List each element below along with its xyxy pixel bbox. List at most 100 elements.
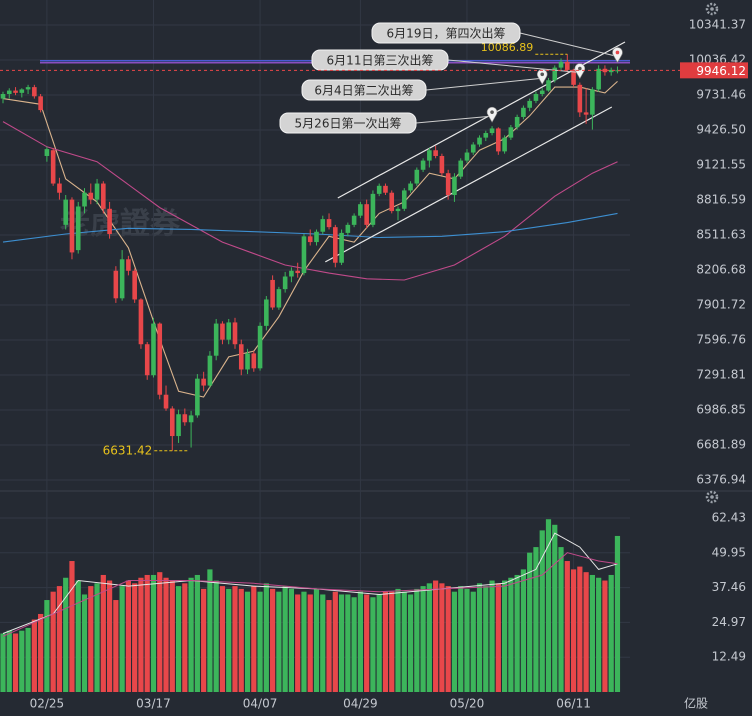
candle-body: [57, 183, 62, 193]
volume-bar: [495, 583, 501, 692]
volume-bar: [201, 588, 207, 692]
candle-body: [383, 185, 388, 193]
y2-tick-label: 24.97: [712, 615, 746, 629]
candle-body: [489, 128, 495, 134]
candle-body: [401, 190, 407, 209]
volume-bar: [445, 586, 451, 692]
candle-body: [245, 353, 250, 370]
candle-body: [63, 199, 68, 225]
volume-bar: [50, 591, 56, 692]
candle-body: [132, 270, 137, 300]
annotation-leader: [447, 59, 580, 74]
volume-bar: [88, 586, 94, 692]
y2-tick-label: 37.46: [712, 580, 746, 594]
candle-body: [295, 270, 300, 274]
candle-body: [6, 90, 12, 95]
volume-bar: [69, 561, 75, 692]
volume-bar: [345, 594, 351, 692]
candle-body: [276, 289, 282, 308]
candle-body: [75, 206, 81, 251]
gear[interactable]: [705, 490, 719, 504]
annotation-pin: [486, 106, 498, 123]
annotation-box: [371, 22, 521, 44]
volume-bar: [31, 619, 37, 692]
candle-body: [88, 192, 94, 200]
x-tick-label: 04/29: [343, 697, 378, 711]
x-tick-label: 05/20: [450, 697, 485, 711]
volume-bar: [407, 594, 414, 692]
gear-center: [710, 495, 714, 499]
volume-bar: [232, 586, 238, 692]
volume-bar: [527, 552, 533, 692]
candle-body: [558, 61, 564, 68]
y-tick-label: 6681.89: [696, 438, 746, 452]
candle-body: [452, 176, 457, 196]
candle-body: [107, 208, 112, 235]
candle-body: [458, 160, 464, 177]
volume-bar: [270, 588, 276, 692]
volume-bar: [251, 586, 257, 692]
candle-body: [251, 353, 257, 369]
settings-icon[interactable]: [705, 490, 719, 504]
candle-body: [307, 236, 313, 243]
volume-bar: [395, 588, 401, 692]
annotation-pin-dot: [540, 72, 545, 77]
candle-body: [358, 204, 363, 216]
annotation-pin-dot: [578, 66, 582, 71]
gear[interactable]: [705, 2, 719, 16]
candle-body: [470, 144, 476, 153]
candle-body: [608, 69, 614, 73]
volume-bar: [113, 600, 119, 692]
candle-body: [364, 204, 369, 225]
annotation-pin: [612, 47, 623, 64]
volume-bar: [169, 580, 175, 692]
volume-bar: [332, 591, 338, 692]
volume-bar: [458, 586, 464, 692]
min-label: 6631.42: [103, 443, 153, 457]
candle-body: [521, 107, 526, 117]
volume-bar: [414, 588, 420, 692]
annotation-box: [279, 112, 417, 134]
candle-body: [577, 84, 583, 113]
volume-bar: [545, 519, 552, 692]
candle-body: [82, 192, 87, 207]
candle-body: [32, 87, 37, 97]
candle-body: [596, 68, 601, 90]
candle-body: [514, 116, 520, 128]
volume-bar: [558, 547, 564, 692]
candle-body: [144, 344, 150, 376]
volume-bar: [150, 574, 157, 692]
y-tick-label: 6986.85: [696, 403, 746, 417]
volume-bar: [451, 591, 458, 692]
volume-bar: [226, 588, 232, 692]
annotation-leader: [519, 32, 618, 57]
candle-body: [389, 192, 395, 212]
volume-bar: [56, 586, 63, 692]
volume-bar: [470, 591, 476, 692]
volume-bar: [338, 594, 345, 692]
volume-bar: [476, 583, 483, 692]
candle-body: [376, 185, 382, 194]
y-tick-label: 8511.63: [696, 227, 746, 241]
candle-body: [169, 408, 175, 437]
volume-bar: [175, 586, 182, 692]
gear-center: [710, 7, 714, 11]
candle-body: [583, 112, 589, 115]
candle-body: [420, 160, 426, 170]
candle-body: [527, 100, 532, 108]
annotation-leader: [415, 115, 493, 124]
candle-body: [289, 270, 294, 277]
volume-unit: 亿股: [684, 696, 708, 711]
candle-body: [176, 414, 181, 437]
candle-body: [201, 378, 206, 386]
volume-bar: [489, 580, 495, 692]
settings-icon[interactable]: [705, 2, 719, 16]
candle-body: [502, 137, 507, 152]
current-price-label: 9946.12: [696, 64, 746, 78]
candle-body: [94, 183, 100, 200]
candle-body: [238, 344, 244, 370]
y-tick-label: 9426.50: [696, 122, 746, 136]
volume-bar: [426, 583, 432, 692]
y2-tick-label: 12.49: [712, 650, 746, 664]
volume-bar: [539, 530, 545, 692]
